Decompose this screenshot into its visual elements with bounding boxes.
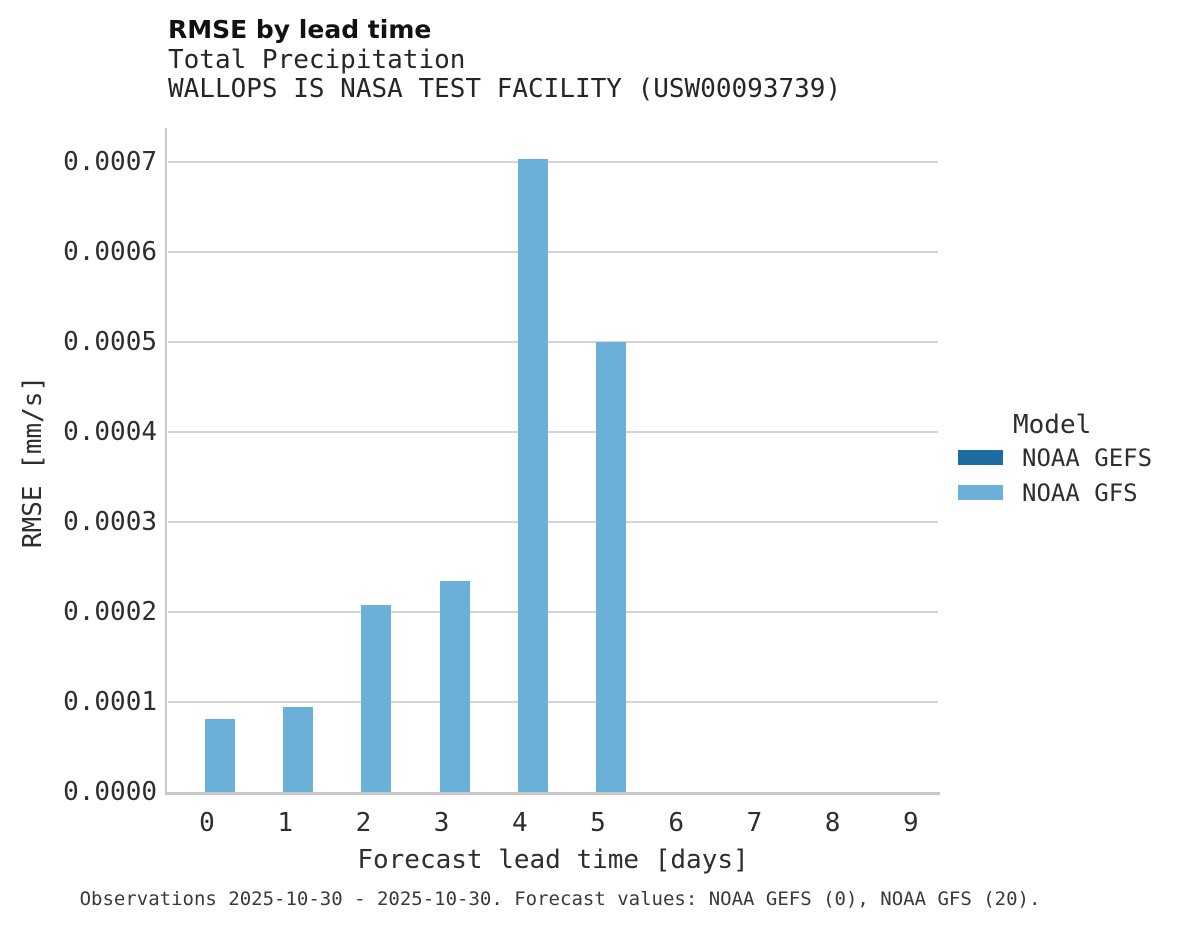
y-tick-label-0.0000: 0.0000 xyxy=(63,777,157,807)
legend-swatch-noaa-gefs xyxy=(958,450,1003,465)
y-tick-label-0.0006: 0.0006 xyxy=(63,237,157,267)
legend-title: Model xyxy=(1013,410,1092,440)
x-tick-label-5: 5 xyxy=(590,808,606,838)
legend-swatch-noaa-gfs xyxy=(958,485,1003,500)
x-axis-title: Forecast lead time [days] xyxy=(357,845,749,875)
x-tick-label-1: 1 xyxy=(277,808,294,838)
chart-subtitle-variable: Total Precipitation xyxy=(168,45,466,75)
gridline-y-0.0003 xyxy=(168,521,938,523)
bar-noaa-gfs-day-1 xyxy=(283,707,314,792)
gridline-y-0.0001 xyxy=(168,701,938,703)
bar-noaa-gfs-day-0 xyxy=(205,719,235,792)
x-tick-label-2: 2 xyxy=(355,808,372,838)
y-tick-label-0.0001: 0.0001 xyxy=(63,687,157,717)
legend-item-noaa-gfs: NOAA GFS xyxy=(958,479,1168,507)
x-axis-line xyxy=(165,792,940,795)
bar-noaa-gfs-day-5 xyxy=(596,342,626,792)
x-tick-label-3: 3 xyxy=(433,808,450,838)
x-tick-label-0: 0 xyxy=(199,808,215,838)
y-axis-spine xyxy=(165,128,167,795)
legend: Model NOAA GEFS NOAA GFS xyxy=(958,410,1168,520)
bar-noaa-gfs-day-2 xyxy=(361,604,392,792)
legend-item-noaa-gefs: NOAA GEFS xyxy=(958,444,1168,472)
gridline-y-0.0004 xyxy=(168,431,938,433)
footer-caption: Observations 2025-10-30 - 2025-10-30. Fo… xyxy=(79,888,1041,910)
y-tick-label-0.0004: 0.0004 xyxy=(63,417,157,447)
x-tick-label-7: 7 xyxy=(746,808,763,838)
bar-noaa-gfs-day-3 xyxy=(439,581,470,792)
chart-title: RMSE by lead time xyxy=(168,15,432,44)
y-tick-label-0.0002: 0.0002 xyxy=(63,597,157,627)
x-tick-label-9: 9 xyxy=(902,808,919,838)
x-tick-label-8: 8 xyxy=(824,808,841,838)
x-tick-label-6: 6 xyxy=(668,808,685,838)
gridline-y-0.0005 xyxy=(168,341,938,343)
x-tick-label-4: 4 xyxy=(511,808,528,838)
legend-label-noaa-gefs: NOAA GEFS xyxy=(1022,443,1153,472)
y-tick-label-0.0005: 0.0005 xyxy=(63,327,157,357)
gridline-y-0.0002 xyxy=(168,611,938,613)
gridline-y-0.0006 xyxy=(168,251,938,253)
y-tick-label-0.0007: 0.0007 xyxy=(63,147,157,177)
legend-label-noaa-gfs: NOAA GFS xyxy=(1022,478,1138,507)
title-block: RMSE by lead time Total Precipitation WA… xyxy=(168,14,841,104)
y-tick-label-0.0003: 0.0003 xyxy=(63,507,157,537)
bar-noaa-gfs-day-4 xyxy=(517,159,548,792)
gridline-y-0.0007 xyxy=(168,161,938,163)
chart-subtitle-station: WALLOPS IS NASA TEST FACILITY (USW000937… xyxy=(168,74,842,104)
